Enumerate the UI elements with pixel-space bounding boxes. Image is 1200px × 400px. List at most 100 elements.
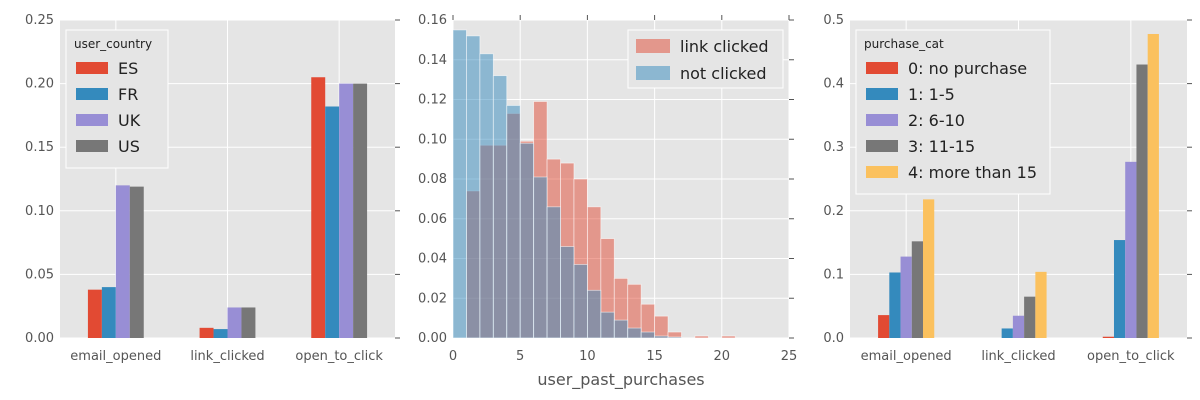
bar-uk-email_opened <box>115 185 130 338</box>
y-tick-label: 0.16 <box>418 13 447 28</box>
y-tick-label: 0.14 <box>418 53 447 68</box>
bar-us-email_opened <box>129 186 144 338</box>
legend-label: UK <box>118 111 141 130</box>
bar-1-1-5-open_to_click <box>1113 240 1126 338</box>
y-tick-label: 0.2 <box>823 204 844 219</box>
legend-swatch <box>866 114 898 126</box>
legend-swatch <box>866 166 898 178</box>
bar-1-1-5-email_opened <box>889 272 901 338</box>
panel-3: email_opened link_clicked open_to_click 0.0… <box>823 13 1192 364</box>
y-tick-label: 0.12 <box>418 93 447 108</box>
y-tick-label: 0.25 <box>25 13 54 28</box>
bar-4-more-than-15-link_clicked <box>1035 271 1047 338</box>
x-tick-label: link_clicked <box>190 349 264 364</box>
bar-us-open_to_click <box>353 83 368 338</box>
bar-es-email_opened <box>87 289 102 338</box>
y-tick-label: 0.02 <box>418 291 447 306</box>
bar-2-6-10-link_clicked <box>1012 315 1025 338</box>
bar-3-11-15-link_clicked <box>1024 296 1036 338</box>
legend-swatch <box>866 62 898 74</box>
x-tick-label: open_to_click <box>295 349 383 364</box>
y-tick-label: 0.1 <box>823 267 844 282</box>
bar-2-6-10-email_opened <box>900 256 912 338</box>
hist-bar <box>546 206 561 339</box>
legend-swatch <box>866 140 898 152</box>
legend: user_country ES FR UK US <box>65 29 169 169</box>
bar-fr-open_to_click <box>325 106 340 338</box>
y-tick-label: 0.00 <box>25 331 54 346</box>
legend-label: 2: 6-10 <box>908 111 965 130</box>
x-tick-label: link_clicked <box>981 349 1055 364</box>
hist-bar <box>721 335 736 339</box>
legend-label: ES <box>118 59 138 78</box>
y-axis: 0.00 0.02 0.04 0.06 0.08 0.10 0.12 0.14 0.16 <box>418 13 794 346</box>
hist-bar <box>613 319 629 339</box>
x-tick-label: 0 <box>449 349 457 364</box>
y-tick-label: 0.10 <box>418 132 447 147</box>
legend-label: US <box>118 137 140 156</box>
bar-uk-open_to_click <box>339 83 354 338</box>
x-tick-label: 25 <box>781 349 798 364</box>
hist-bar <box>452 29 467 339</box>
panel-2: 0 5 10 15 20 25user_past_purchases0.000.020.0… <box>418 13 797 390</box>
y-axis: 0.0 0.1 0.2 0.3 0.4 0.5 <box>823 13 1192 346</box>
hist-bar <box>466 35 481 339</box>
y-tick-label: 0.05 <box>25 267 54 282</box>
x-tick-label: 10 <box>579 349 596 364</box>
hist-bar <box>492 75 508 339</box>
legend-title: purchase_cat <box>864 37 944 51</box>
series-not-clicked <box>452 29 682 339</box>
legend-swatch <box>76 88 108 100</box>
hist-bar <box>654 335 669 339</box>
y-tick-label: 0.3 <box>823 140 844 155</box>
x-axis-title: user_past_purchases <box>537 370 704 390</box>
legend-label: not clicked <box>680 64 766 83</box>
y-tick-label: 0.08 <box>418 172 447 187</box>
legend-label: link clicked <box>680 37 769 56</box>
hist-bar <box>600 311 615 339</box>
hist-bar <box>573 264 588 339</box>
legend-swatch <box>636 39 670 53</box>
legend-swatch <box>866 88 898 100</box>
x-tick-label: 20 <box>714 349 731 364</box>
panel-1: email_opened link_clicked open_to_click 0.0… <box>25 13 400 364</box>
y-tick-label: 0.4 <box>823 77 844 92</box>
hist-bar <box>560 246 575 339</box>
y-tick-label: 0.20 <box>25 77 54 92</box>
hist-bar <box>533 176 548 339</box>
legend-label: 1: 1-5 <box>908 85 955 104</box>
x-axis: 0 5 10 15 20 25 <box>449 15 797 364</box>
legend-label: 0: no purchase <box>908 59 1027 78</box>
x-axis: email_opened link_clicked open_to_click <box>70 349 383 364</box>
bar-3-11-15-open_to_click <box>1136 64 1148 339</box>
hist-bar <box>519 142 535 339</box>
legend-label: 3: 11-15 <box>908 137 975 156</box>
y-tick-label: 0.04 <box>418 252 447 267</box>
bar-es-open_to_click <box>311 77 326 339</box>
legend-title: user_country <box>74 37 152 51</box>
y-axis: 0.00 0.05 0.10 0.15 0.20 0.25 <box>25 13 400 346</box>
legend-swatch <box>76 62 108 74</box>
bar-fr-link_clicked <box>213 329 228 338</box>
x-axis: email_opened link_clicked open_to_click <box>861 349 1175 364</box>
bars <box>87 77 368 339</box>
x-tick-label: email_opened <box>70 349 161 364</box>
hist-bar <box>587 289 602 339</box>
bar-es-link_clicked <box>199 327 214 338</box>
bar-fr-email_opened <box>101 287 116 338</box>
bar-1-1-5-link_clicked <box>1001 328 1013 338</box>
bars <box>878 33 1159 339</box>
hist-bar <box>479 53 494 339</box>
bar-2-6-10-open_to_click <box>1125 161 1137 338</box>
hist-bar <box>694 335 709 339</box>
x-tick-label: 15 <box>646 349 663 364</box>
legend-swatch <box>76 140 108 152</box>
y-tick-label: 0.0 <box>823 331 844 346</box>
hist-bar <box>506 105 521 339</box>
y-tick-label: 0.10 <box>25 204 54 219</box>
legend: link clicked not clicked <box>627 29 784 89</box>
hist-bar <box>667 336 682 339</box>
bar-4-more-than-15-open_to_click <box>1147 33 1159 338</box>
legend: purchase_cat 0: no purchase 1: 1-5 2: 6-10 3… <box>855 29 1051 195</box>
